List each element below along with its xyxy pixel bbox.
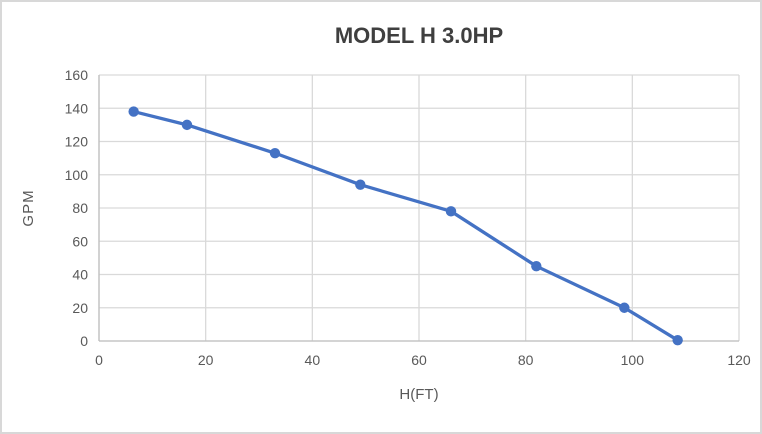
series-line <box>132 109 680 342</box>
data-point-marker <box>445 206 457 217</box>
y-tick-label: 160 <box>65 67 89 83</box>
y-tick-label: 0 <box>80 333 88 349</box>
x-tick-label: 100 <box>621 352 645 368</box>
x-tick-label: 60 <box>411 352 427 368</box>
data-point-marker <box>672 334 683 346</box>
y-tick-label: 140 <box>65 100 89 116</box>
y-tick-label: 60 <box>72 233 88 249</box>
data-point-marker <box>128 106 139 117</box>
x-tick-label: 120 <box>727 352 751 368</box>
y-tick-label: 40 <box>72 267 88 283</box>
data-point-marker <box>181 119 193 131</box>
y-tick-label: 120 <box>65 134 89 150</box>
y-axis-title: GPM <box>20 189 37 226</box>
y-tick-label: 100 <box>65 167 89 183</box>
data-point-marker <box>269 147 281 159</box>
chart-title: MODEL H 3.0HP <box>335 23 503 48</box>
x-tick-label: 80 <box>518 352 534 368</box>
x-axis-title: H(FT) <box>399 386 438 403</box>
x-tick-label: 40 <box>305 352 321 368</box>
data-point-marker <box>619 302 630 313</box>
x-tick-label: 20 <box>198 352 214 368</box>
data-point-marker <box>531 260 542 272</box>
plot-area: 0 20 40 60 80 100 120 140 160 0 20 40 60 80 100 120 <box>65 67 751 368</box>
y-tick-label: 80 <box>72 200 88 216</box>
data-point-marker <box>355 179 366 190</box>
x-tick-label: 0 <box>95 352 103 368</box>
y-tick-label: 20 <box>72 300 88 316</box>
